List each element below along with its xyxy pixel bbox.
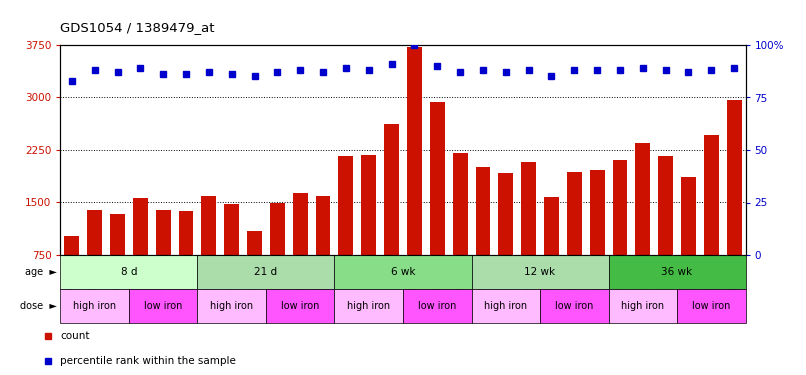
Bar: [270, 203, 285, 255]
Bar: [609, 289, 677, 322]
Bar: [197, 255, 334, 289]
Bar: [521, 162, 536, 255]
Text: 8 d: 8 d: [121, 267, 137, 277]
Bar: [129, 289, 197, 322]
Bar: [384, 124, 399, 255]
Bar: [609, 255, 746, 289]
Bar: [202, 195, 216, 255]
Bar: [87, 210, 102, 255]
Text: age  ►: age ►: [24, 267, 56, 277]
Bar: [544, 197, 559, 255]
Bar: [540, 289, 609, 322]
Text: 6 wk: 6 wk: [391, 267, 415, 277]
Text: high iron: high iron: [347, 301, 390, 310]
Bar: [133, 198, 147, 255]
Text: high iron: high iron: [73, 301, 116, 310]
Text: high iron: high iron: [210, 301, 253, 310]
Bar: [197, 289, 266, 322]
Bar: [453, 153, 467, 255]
Bar: [727, 100, 742, 255]
Text: 21 d: 21 d: [255, 267, 277, 277]
Bar: [681, 177, 696, 255]
Bar: [361, 155, 376, 255]
Bar: [407, 47, 422, 255]
Bar: [60, 289, 129, 322]
Bar: [247, 231, 262, 255]
Bar: [179, 211, 193, 255]
Bar: [567, 172, 582, 255]
Text: 36 wk: 36 wk: [662, 267, 692, 277]
Bar: [677, 289, 746, 322]
Bar: [498, 173, 513, 255]
Bar: [334, 289, 403, 322]
Bar: [64, 236, 79, 255]
Text: low iron: low iron: [692, 301, 730, 310]
Bar: [293, 194, 308, 255]
Text: GDS1054 / 1389479_at: GDS1054 / 1389479_at: [60, 21, 215, 34]
Text: low iron: low iron: [418, 301, 456, 310]
Bar: [156, 210, 171, 255]
Text: count: count: [60, 331, 90, 341]
Text: low iron: low iron: [281, 301, 319, 310]
Bar: [266, 289, 334, 322]
Text: percentile rank within the sample: percentile rank within the sample: [60, 356, 236, 366]
Bar: [590, 170, 604, 255]
Bar: [334, 255, 472, 289]
Text: 12 wk: 12 wk: [525, 267, 555, 277]
Bar: [472, 255, 609, 289]
Text: low iron: low iron: [144, 301, 182, 310]
Text: dose  ►: dose ►: [19, 301, 56, 310]
Bar: [110, 214, 125, 255]
Bar: [659, 156, 673, 255]
Bar: [430, 102, 445, 255]
Bar: [316, 195, 330, 255]
Text: high iron: high iron: [621, 301, 664, 310]
Bar: [613, 160, 627, 255]
Text: low iron: low iron: [555, 301, 593, 310]
Bar: [635, 143, 650, 255]
Bar: [60, 255, 197, 289]
Text: high iron: high iron: [484, 301, 527, 310]
Bar: [472, 289, 540, 322]
Bar: [403, 289, 472, 322]
Bar: [704, 135, 719, 255]
Bar: [224, 204, 239, 255]
Bar: [339, 156, 353, 255]
Bar: [476, 168, 490, 255]
